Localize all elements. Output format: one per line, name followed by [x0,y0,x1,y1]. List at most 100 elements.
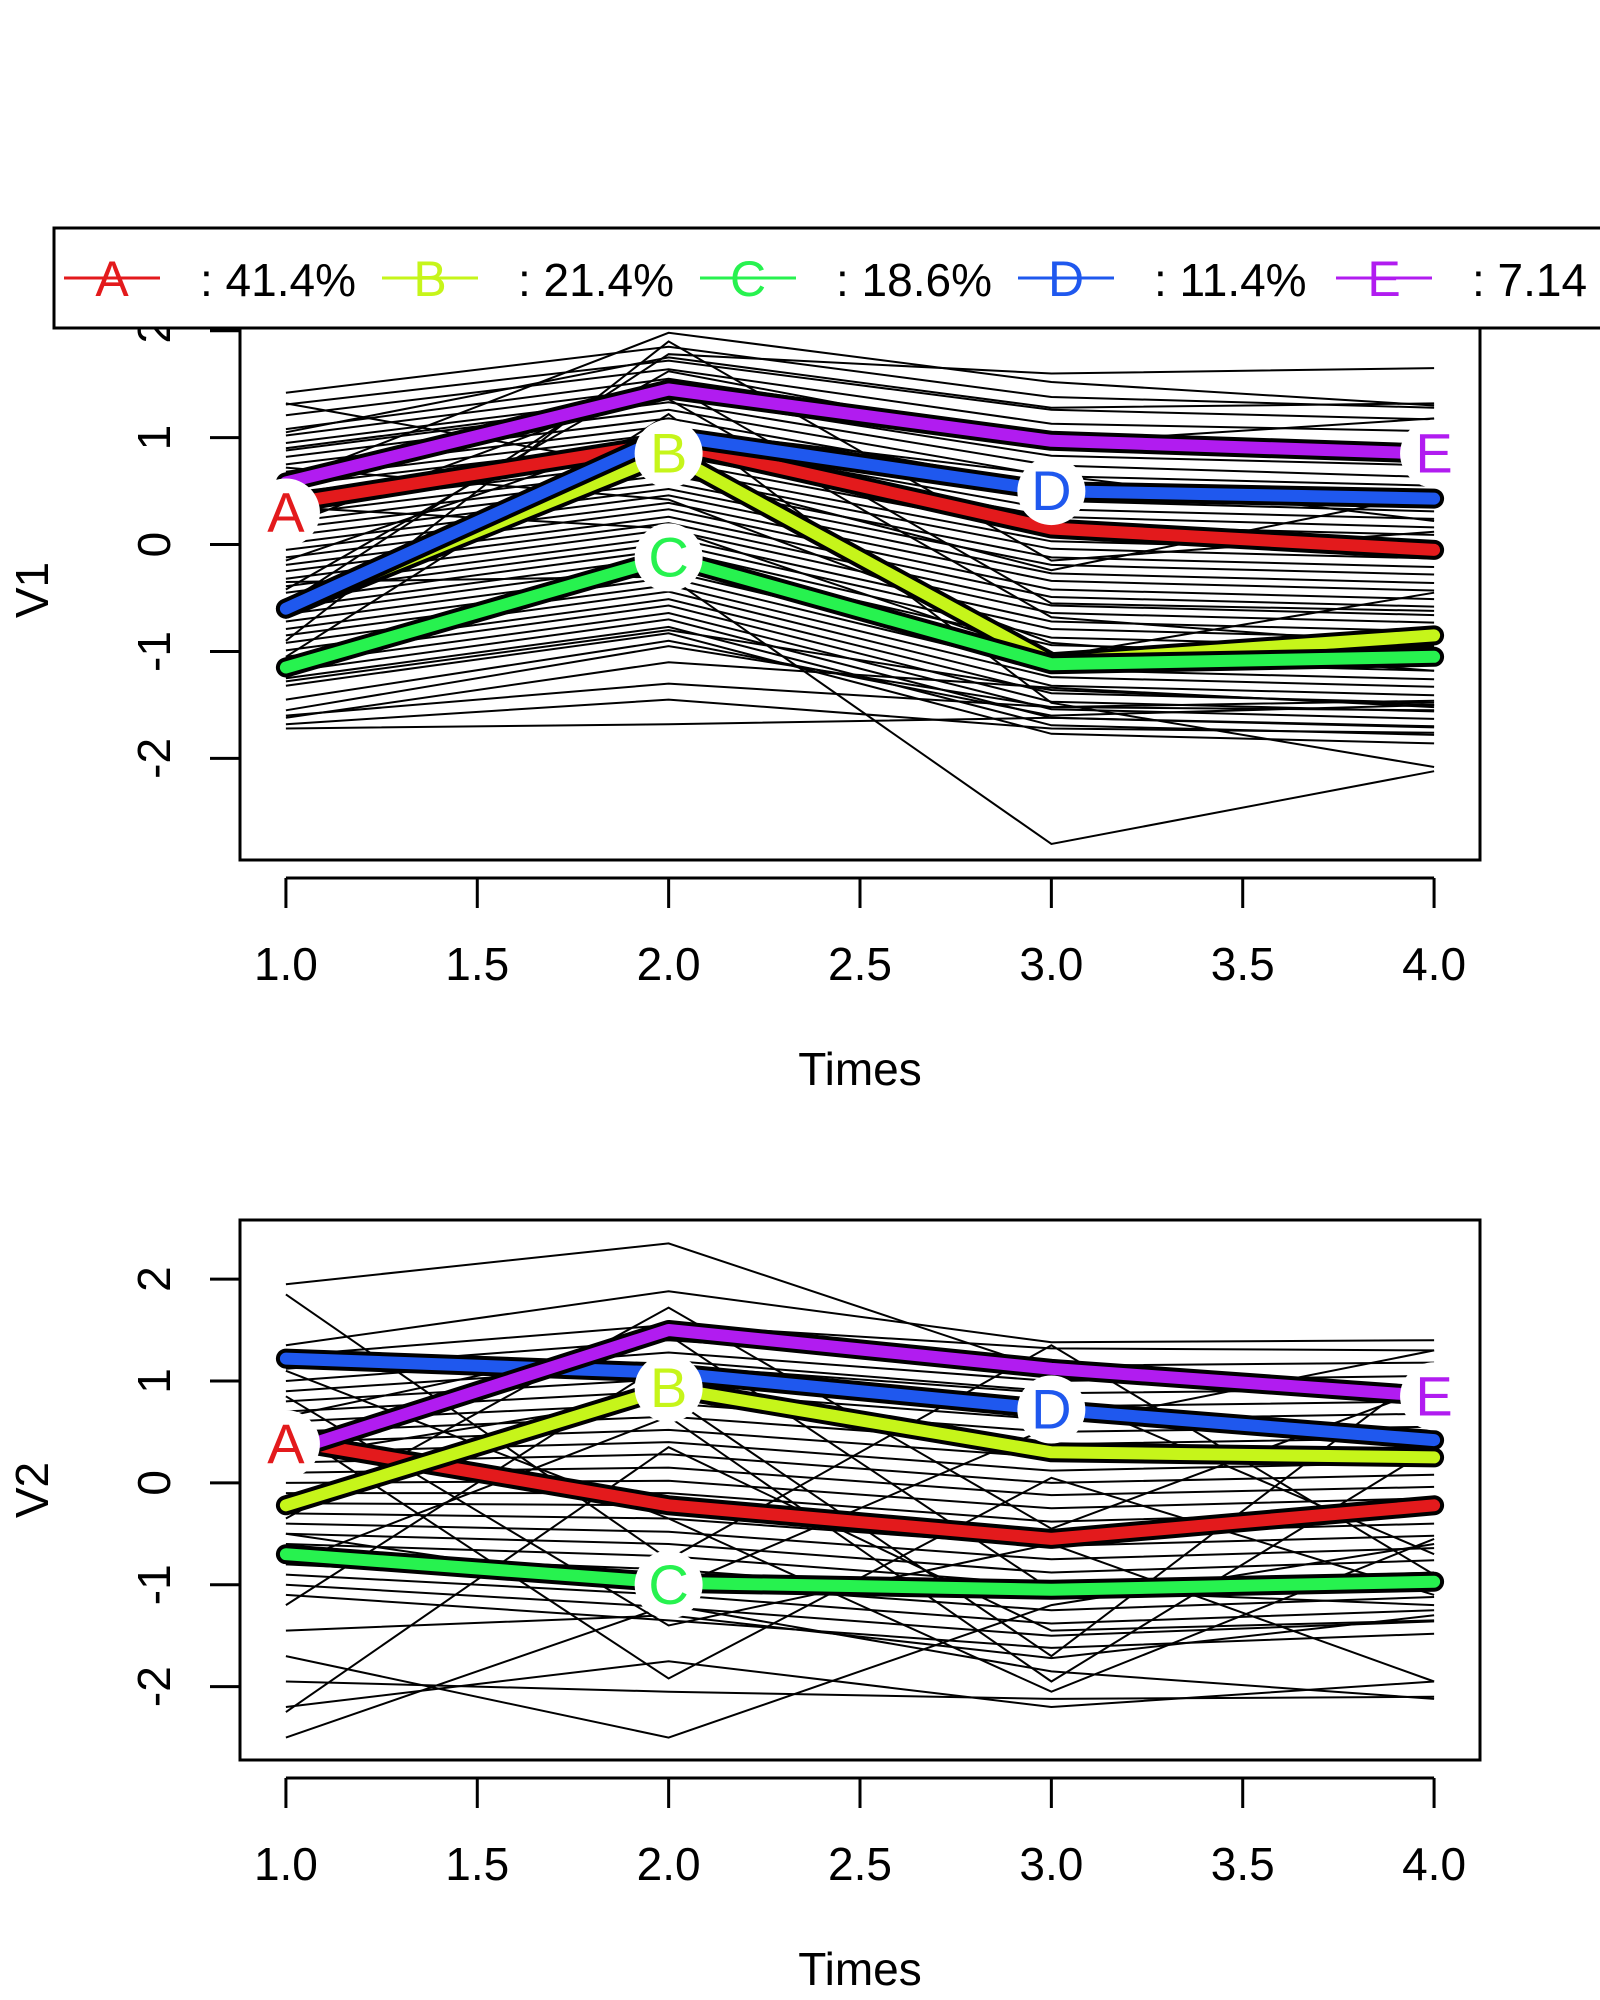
x-axis-title: Times [798,1943,922,1995]
x-tick-label: 3.5 [1211,938,1275,990]
series-label-text: E [1415,1364,1452,1427]
series-label-bg [634,419,703,488]
x-tick-label: 2.0 [637,938,701,990]
legend-entry-C: C : 18.6% [700,251,992,307]
trajectory-line-8 [285,1415,1435,1446]
series-label-C: C [634,523,703,592]
trajectory-line-1 [285,1323,1435,1357]
trajectory-line-27 [285,1660,1435,1709]
x-axis: 1.0 1.5 2.0 2.5 3.0 3.5 4.0 Times [254,1776,1466,1995]
x-tick-label: 2.5 [828,938,892,990]
x-tick-label: 1.0 [254,1838,318,1890]
legend-entry-E: E: 7.14 [1336,251,1587,307]
series-D-line [279,1352,1441,1447]
trajectory-line-41 [285,1334,1435,1607]
series-E-line [279,1324,1441,1459]
series-label-D: D [1017,457,1086,526]
plot-area [275,331,1445,846]
trajectory-line-47 [285,575,1435,846]
series-label-text: B [650,1356,687,1419]
trajectory-line-25 [285,1614,1435,1660]
trajectory-line-29 [285,1543,1435,1739]
legend-entry-D: D: 11.4% [1018,251,1307,307]
x-axis-title: Times [798,1043,922,1095]
y-tick-label: 0 [128,1470,180,1496]
trajectory-line-23 [285,1583,1435,1637]
series-C-line [279,1548,1441,1596]
trajectory-line-41 [285,682,1435,717]
trajectory-line-18 [285,1532,1435,1574]
series-label-bg [634,523,703,592]
legend-key: B [413,251,446,307]
legend-label: : 41.4% [200,254,356,306]
trajectory-line-24 [285,1593,1435,1649]
legend-entry-A: A : 41.4% [64,251,356,307]
series-label-bg [1017,1375,1086,1444]
trajectory-line-26 [285,542,1435,640]
trajectory-line-39 [285,632,1435,745]
trajectory-line-36 [285,611,1435,720]
series-label-bg [634,1550,703,1619]
trajectory-line-36 [285,1415,1435,1683]
legend-label: : 18.6% [836,254,992,306]
series-C-line [279,551,1441,674]
x-tick-label: 3.0 [1019,938,1083,990]
trajectory-line-22 [285,1573,1435,1625]
x-tick-label: 2.5 [828,1838,892,1890]
legend-label: : 11.4% [1154,254,1307,306]
series-label-bg [634,1354,703,1423]
trajectory-line-26 [285,1680,1435,1700]
y-axis: -2 -1 0 1 2 V2 [6,1266,242,1707]
series-label-B: B [634,1354,703,1423]
series-label-C: C [634,1550,703,1619]
y-axis-title: V2 [6,1462,58,1518]
trajectory-line-40 [285,639,1435,717]
legend-key: A [95,251,129,307]
series-E-line [279,383,1441,489]
series-label-bg [1400,1362,1469,1431]
y-tick-label: 0 [128,532,180,558]
legend-key: C [730,251,766,307]
x-tick-label: 1.5 [445,1838,509,1890]
trajectory-line-11 [285,1453,1435,1484]
y-tick-label: -2 [128,1666,180,1707]
trajectory-line-44 [285,645,1435,712]
trajectory-line-16 [285,1512,1435,1548]
y-tick-label: -1 [128,631,180,672]
trajectory-line-25 [285,536,1435,633]
series-label-text: C [648,525,688,588]
series-label-A: A [251,478,320,547]
trajectory-line-17 [285,481,1435,568]
series-label-E: E [1400,1362,1469,1431]
series-label-text: A [267,480,305,543]
trajectory-line-50 [285,356,1435,434]
x-tick-label: 3.5 [1211,1838,1275,1890]
series-label-D: D [1017,1375,1086,1444]
y-tick-label: 1 [128,425,180,451]
series-label-bg [251,1410,320,1479]
x-tick-label: 2.0 [637,1838,701,1890]
trajectory-line-16 [285,473,1435,560]
x-tick-label: 4.0 [1402,938,1466,990]
trajectory-line-46 [285,661,1435,719]
x-tick-label: 3.0 [1019,1838,1083,1890]
series-label-text: B [650,422,687,485]
legend-label: : 7.14 [1472,254,1587,306]
y-tick-label: 1 [128,1368,180,1394]
series-label-bg [1017,457,1086,526]
panel-v2: A B C D E 1.0 1.5 2.0 2.5 3.0 3.5 4.0 Times -2 -1 0 1 2 V2 [6,1218,1482,1995]
trajectory-line-57 [285,398,1435,648]
y-axis-title: V1 [6,562,58,618]
legend-entry-B: B: 21.4% [382,251,674,307]
trajectory-line-11 [285,439,1435,520]
trajectory-line-30 [285,1446,1435,1713]
trajectory-line-43 [285,716,1435,730]
legend: A : 41.4% B: 21.4% C : 18.6% D: 11.4% E: 7.14 [52,226,1600,330]
series-D-line [279,429,1441,615]
trajectory-line-2 [285,368,1435,433]
y-tick-label: -2 [128,738,180,779]
x-tick-label: 1.0 [254,938,318,990]
series-B-line [279,1382,1441,1512]
trajectory-line-5 [285,394,1435,467]
